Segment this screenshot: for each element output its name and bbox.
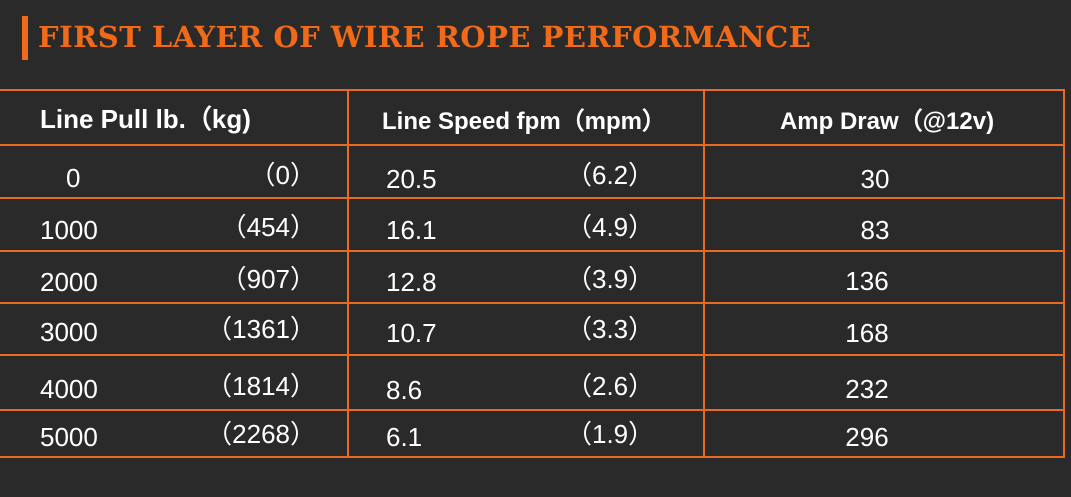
cell-speed-mpm: （3.3） <box>566 314 655 344</box>
cell-speed-mpm: （6.2） <box>566 160 655 190</box>
cell-pull-lb: 2000 <box>40 267 98 297</box>
cell-pull-kg: （2268） <box>206 419 316 449</box>
table-border-bottom <box>0 456 1065 458</box>
table-col-divider <box>347 89 349 458</box>
cell-pull-kg: （907） <box>220 264 316 294</box>
cell-speed-mpm: （1.9） <box>566 419 655 449</box>
cell-speed-fpm: 8.6 <box>386 375 423 405</box>
cell-amp: 83 <box>860 215 890 245</box>
cell-speed-mpm: （3.9） <box>566 264 655 294</box>
page-title: FIRST LAYER OF WIRE ROPE PERFORMANCE <box>38 20 812 54</box>
header-line-pull: Line Pull lb.（kg) <box>40 104 251 134</box>
cell-speed-mpm: （2.6） <box>566 371 655 401</box>
cell-pull-kg: （1814） <box>206 371 316 401</box>
cell-pull-kg: （454） <box>220 212 316 242</box>
header-amp-draw: Amp Draw（@12v) <box>779 108 995 135</box>
cell-amp: 232 <box>845 374 889 404</box>
cell-speed-mpm: （4.9） <box>566 212 655 242</box>
cell-amp: 30 <box>860 164 890 194</box>
cell-pull-lb: 4000 <box>40 374 98 404</box>
table-row-divider <box>0 409 1065 411</box>
table-row-divider <box>0 302 1065 304</box>
cell-amp: 136 <box>845 266 889 296</box>
cell-speed-fpm: 20.5 <box>386 164 437 194</box>
title-accent-bar <box>22 16 28 60</box>
cell-speed-fpm: 6.1 <box>386 422 423 452</box>
cell-pull-kg: （0） <box>249 160 316 190</box>
table-row-divider <box>0 354 1065 356</box>
cell-amp: 296 <box>845 422 889 452</box>
table-row-divider <box>0 197 1065 199</box>
cell-pull-lb: 3000 <box>40 317 98 347</box>
cell-amp: 168 <box>845 318 889 348</box>
table-border-top <box>0 89 1065 91</box>
table-row-divider <box>0 250 1065 252</box>
cell-pull-kg: （1361） <box>206 314 316 344</box>
table-row-divider <box>0 144 1065 146</box>
table-border-right <box>1063 89 1065 458</box>
table-col-divider <box>703 89 705 458</box>
cell-pull-lb: 0 <box>66 163 81 193</box>
cell-pull-lb: 5000 <box>40 422 98 452</box>
cell-speed-fpm: 16.1 <box>386 215 437 245</box>
cell-speed-fpm: 10.7 <box>386 318 437 348</box>
header-line-speed: Line Speed fpm（mpm） <box>381 108 667 135</box>
cell-pull-lb: 1000 <box>40 215 98 245</box>
cell-speed-fpm: 12.8 <box>386 267 437 297</box>
